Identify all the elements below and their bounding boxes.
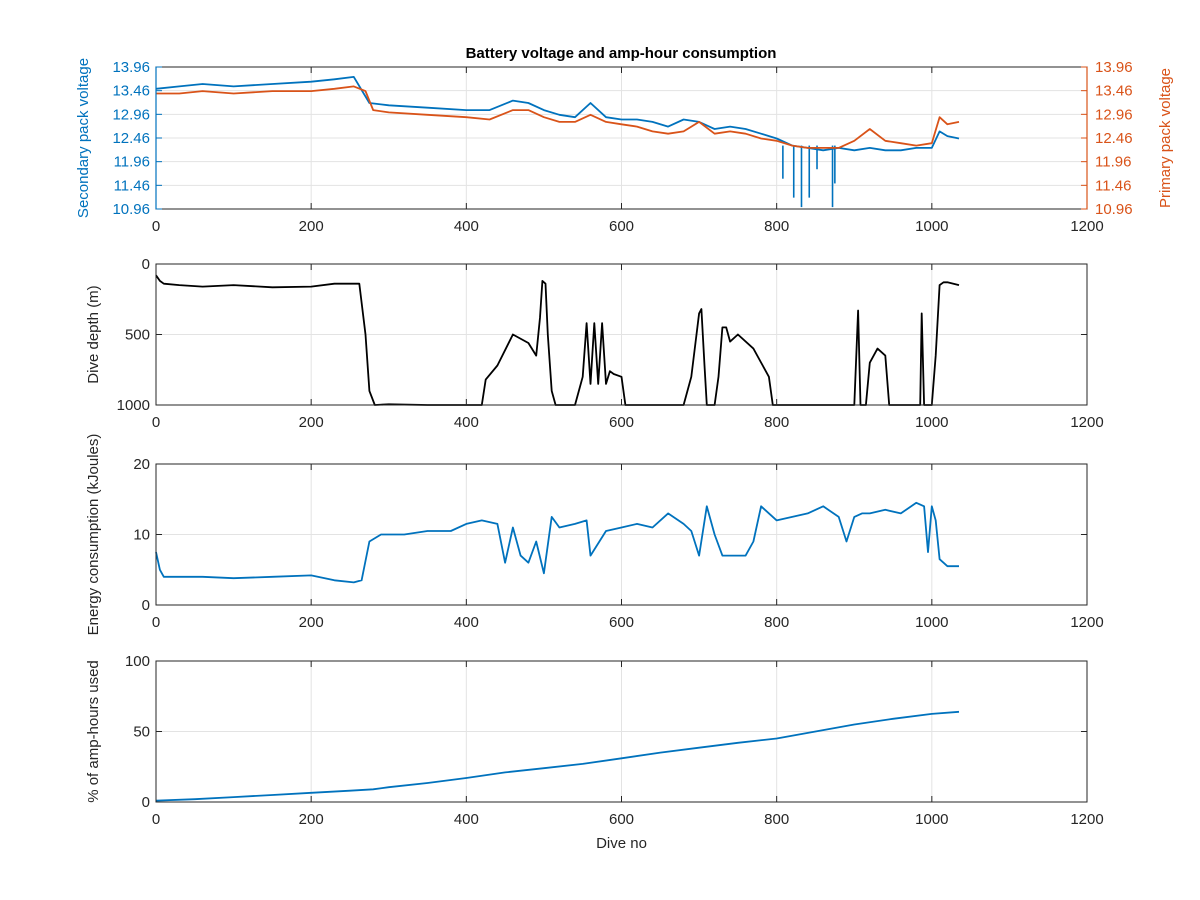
y-tick-label: 1000 bbox=[117, 397, 150, 414]
series-line-1 bbox=[155, 274, 960, 406]
x-tick-label: 400 bbox=[454, 414, 479, 431]
x-tick-label: 1200 bbox=[1070, 811, 1103, 828]
y-tick-label-right: 13.96 bbox=[1095, 59, 1133, 76]
x-tick-label: 0 bbox=[152, 614, 160, 631]
y-tick-label: 11.96 bbox=[114, 154, 150, 171]
y-tick-label: 0 bbox=[142, 256, 150, 273]
y-tick-label: 13.46 bbox=[112, 83, 150, 100]
x-tick-label: 0 bbox=[152, 218, 160, 235]
y-tick-label-right: 11.96 bbox=[1095, 154, 1131, 171]
y-tick-label: 13.96 bbox=[112, 59, 150, 76]
y-tick-label: 10 bbox=[133, 527, 150, 544]
x-tick-label: 200 bbox=[299, 614, 324, 631]
y-tick-label: 500 bbox=[125, 327, 150, 344]
y-axis-label: Energy consumption (kJoules) bbox=[85, 434, 102, 636]
x-tick-label: 400 bbox=[454, 218, 479, 235]
panel-voltage: 0 200 400 600 800 1000 120010.9611.4611.9612.4… bbox=[75, 58, 1174, 235]
x-tick-label: 200 bbox=[299, 811, 324, 828]
y-tick-label-right: 12.96 bbox=[1095, 106, 1133, 123]
panel-depth: 0 200 400 600 800 1000 1200 0 500 1000 Dive depth … bbox=[85, 256, 1104, 431]
x-tick-label: 0 bbox=[152, 414, 160, 431]
y-tick-label: 12.96 bbox=[112, 106, 150, 123]
y-tick-label: 50 bbox=[133, 724, 150, 741]
x-tick-label: 600 bbox=[609, 614, 634, 631]
y-tick-label: 12.46 bbox=[112, 130, 150, 147]
x-tick-label: 800 bbox=[764, 614, 789, 631]
y-tick-label-right: 11.46 bbox=[1095, 177, 1131, 194]
y-axis-label: % of amp-hours used bbox=[85, 660, 102, 803]
x-tick-label: 600 bbox=[609, 218, 634, 235]
series-line-1 bbox=[155, 76, 960, 152]
y-axis-label: Secondary pack voltage bbox=[75, 58, 92, 218]
series-line-1 bbox=[155, 710, 960, 802]
x-tick-label: 600 bbox=[609, 811, 634, 828]
y-tick-label: 11.46 bbox=[114, 177, 150, 194]
y-tick-label: 10.96 bbox=[112, 201, 150, 218]
panel-energy: 0 200 400 600 800 1000 1200 0 10 20 Energy consump… bbox=[85, 434, 1104, 636]
y-tick-label-right: 12.46 bbox=[1095, 130, 1133, 147]
chart-panels: 0 200 400 600 800 1000 120010.9611.4611.9612.4… bbox=[75, 58, 1174, 852]
y-tick-label-right: 10.96 bbox=[1095, 201, 1133, 218]
x-tick-label: 800 bbox=[764, 414, 789, 431]
x-tick-label: 1000 bbox=[915, 614, 948, 631]
x-tick-label: 200 bbox=[299, 218, 324, 235]
x-tick-label: 1200 bbox=[1070, 218, 1103, 235]
y-tick-label: 0 bbox=[142, 597, 150, 614]
y-axis-label: Dive depth (m) bbox=[85, 285, 102, 383]
x-tick-label: 1000 bbox=[915, 811, 948, 828]
chart-title: Battery voltage and amp-hour consumption bbox=[466, 45, 777, 62]
x-tick-label: 1200 bbox=[1070, 614, 1103, 631]
y-tick-label: 20 bbox=[133, 456, 150, 473]
y-tick-label: 100 bbox=[125, 653, 150, 670]
x-tick-label: 400 bbox=[454, 811, 479, 828]
x-tick-label: 800 bbox=[764, 811, 789, 828]
x-tick-label: 0 bbox=[152, 811, 160, 828]
x-tick-label: 200 bbox=[299, 414, 324, 431]
series-line-1 bbox=[155, 501, 959, 584]
x-tick-label: 1000 bbox=[915, 414, 948, 431]
x-axis-label: Dive no bbox=[596, 835, 647, 852]
x-tick-label: 400 bbox=[454, 614, 479, 631]
x-tick-label: 1000 bbox=[915, 218, 948, 235]
x-tick-label: 800 bbox=[764, 218, 789, 235]
series-line-2 bbox=[156, 85, 960, 149]
y-tick-label: 0 bbox=[142, 794, 150, 811]
y-axis-label-right: Primary pack voltage bbox=[1157, 68, 1174, 208]
x-tick-label: 1200 bbox=[1070, 414, 1103, 431]
y-tick-label-right: 13.46 bbox=[1095, 83, 1133, 100]
x-tick-label: 600 bbox=[609, 414, 634, 431]
panel-amphours: 0 200 400 600 800 1000 1200 0 50 100 % of amp-hour… bbox=[85, 653, 1104, 852]
